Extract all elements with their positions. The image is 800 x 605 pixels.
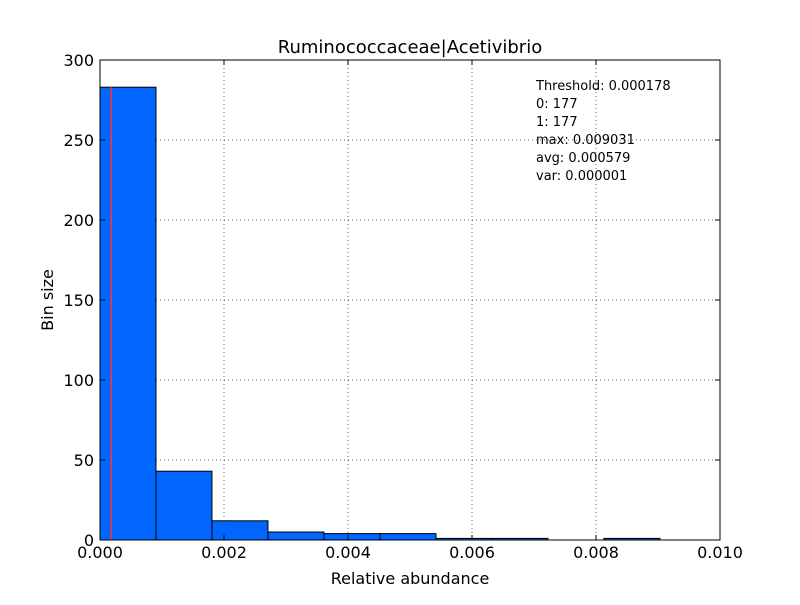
y-tick-label: 50	[74, 451, 94, 470]
annotation-avg: avg: 0.000579	[536, 151, 630, 166]
annotation-count-0: 0: 177	[536, 97, 578, 112]
histogram-bar	[99, 86, 157, 541]
y-tick-label: 250	[63, 131, 94, 150]
annotation-count-1: 1: 177	[536, 115, 578, 130]
y-tick-label: 100	[63, 371, 94, 390]
y-tick-label: 0	[84, 531, 94, 550]
x-tick-label: 0.008	[573, 543, 619, 562]
annotation-var: var: 0.000001	[536, 169, 627, 184]
x-tick-label: 0.000	[77, 543, 123, 562]
x-tick-label: 0.010	[697, 543, 743, 562]
histogram-bar	[379, 533, 437, 541]
x-tick-label: 0.004	[325, 543, 371, 562]
y-tick-label: 300	[63, 51, 94, 70]
histogram-bar	[323, 533, 381, 541]
stats-annotation: Threshold: 0.000178 0: 177 1: 177 max: 0…	[535, 79, 671, 184]
annotation-max: max: 0.009031	[536, 133, 635, 148]
annotation-threshold: Threshold: 0.000178	[535, 79, 671, 94]
histogram-bar	[267, 531, 325, 541]
x-tick-label: 0.006	[449, 543, 495, 562]
chart-title: Ruminococcaceae|Acetivibrio	[278, 37, 542, 58]
y-tick-label: 200	[63, 211, 94, 230]
x-tick-label: 0.002	[201, 543, 247, 562]
histogram-bar	[155, 470, 213, 541]
histogram-bar	[211, 520, 269, 541]
y-axis-label: Bin size	[38, 269, 57, 331]
axis-ticks: 0.000 0.002 0.004 0.006 0.008 0.010 0 50 100 150 2…	[63, 51, 742, 562]
y-tick-label: 150	[63, 291, 94, 310]
x-axis-label: Relative abundance	[331, 569, 490, 588]
